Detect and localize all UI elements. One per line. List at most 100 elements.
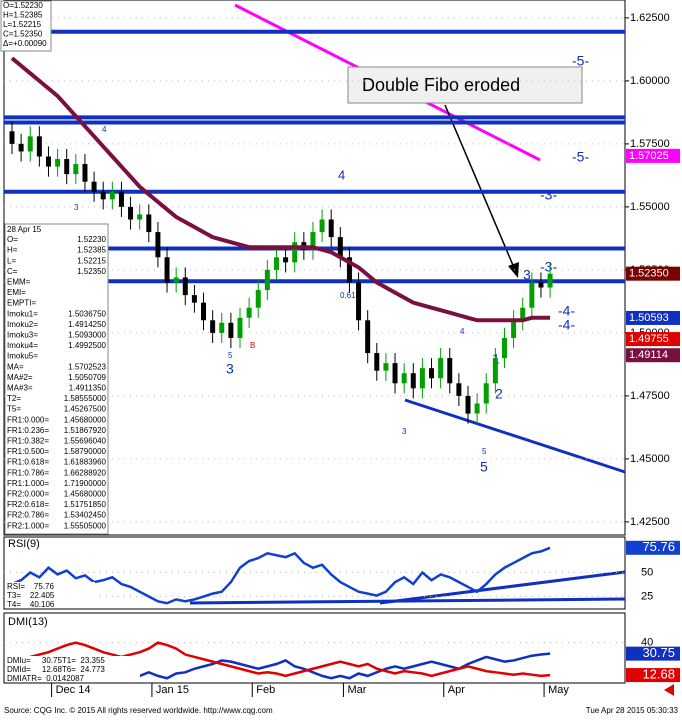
candle-body <box>228 322 234 338</box>
candle-body <box>328 219 334 238</box>
value-label: 75.76 <box>642 539 675 554</box>
candle-body <box>410 373 416 389</box>
panel-title: RSI(9) <box>8 538 40 550</box>
annotation: -5- <box>572 53 589 69</box>
candle-body <box>109 191 115 200</box>
data-window-label: Imoku2= <box>7 320 38 329</box>
wave-label: 4 <box>102 125 107 134</box>
candle-body <box>255 290 261 308</box>
candle-body <box>118 191 124 207</box>
data-window-label: FR2:0.000= <box>7 490 49 499</box>
data-window-label: FR2:0.618= <box>7 500 49 509</box>
candle-body <box>191 295 197 303</box>
arrow <box>444 104 516 271</box>
candle-body <box>210 320 216 333</box>
candle-body <box>137 214 143 220</box>
data-window-label: EMPTI= <box>7 299 36 308</box>
y-tick-label: 1.45000 <box>630 453 670 465</box>
candle-body <box>164 257 170 283</box>
annotation: -4- <box>558 303 575 319</box>
data-window-label: FR1:1.000= <box>7 479 49 488</box>
wave-label: 4 <box>338 167 345 182</box>
value-label: 30.75 <box>642 645 675 660</box>
data-window-value: 1.52215 <box>77 256 106 265</box>
annotation: -3- <box>540 259 557 275</box>
candle-body <box>456 383 462 396</box>
candle-body <box>27 136 33 152</box>
wave-label: 5 <box>228 351 233 360</box>
candle-body <box>182 277 188 296</box>
x-tick-label: May <box>548 684 569 696</box>
data-window-value: 1.71900000 <box>64 479 107 488</box>
data-window <box>4 223 109 535</box>
data-window-label: Imoku5= <box>7 352 38 361</box>
candle-body <box>55 159 61 167</box>
data-window-label: FR1:0.236= <box>7 426 49 435</box>
data-window-title: 28 Apr 15 <box>7 225 42 234</box>
data-window-value: 1.4992500 <box>68 341 106 350</box>
wave-label: 0.618 <box>340 291 361 300</box>
candle-body <box>91 181 97 192</box>
data-window-value: 1.58790000 <box>64 447 107 456</box>
arrow-head <box>508 262 519 278</box>
candle-body <box>173 277 179 283</box>
data-window-value: 1.53402450 <box>64 511 107 520</box>
trend-line <box>404 398 626 474</box>
quote-text: H=1.52385 <box>3 11 43 20</box>
data-window-label: MA#2= <box>7 373 33 382</box>
quote-box <box>0 0 52 52</box>
data-window-value: 1.45680000 <box>64 415 107 424</box>
y-tick-label: 1.60000 <box>630 75 670 87</box>
data-window-value: 1.5050709 <box>68 373 106 382</box>
data-window-label: FR2:1.000= <box>7 521 49 530</box>
data-window-label: FR1:0.500= <box>7 447 49 456</box>
price-label: 1.52350 <box>629 268 669 280</box>
candle-body <box>82 164 88 182</box>
candle-body <box>146 214 152 233</box>
candle-body <box>45 156 51 167</box>
data-window-label: T2= <box>7 394 21 403</box>
data-window-label: H= <box>7 246 18 255</box>
trend-line <box>379 570 626 605</box>
y-tick-label: 25 <box>641 590 653 602</box>
candle-body <box>401 373 407 384</box>
data-window-value: 1.55505000 <box>64 521 107 530</box>
callout: Double Fibo eroded <box>362 75 520 95</box>
data-window-value: 1.5036750 <box>68 309 106 318</box>
candle-body <box>429 368 435 379</box>
wave-label: 3 <box>523 267 531 283</box>
rsi-frame <box>3 536 626 610</box>
legend-text: RSI= 75.76 <box>7 582 54 591</box>
legend-text: T3= 22.405 <box>7 591 55 600</box>
y-tick-label: 50 <box>641 566 653 578</box>
candle-body <box>383 363 389 371</box>
data-window-value: 1.52385 <box>77 246 106 255</box>
legend-text: T4= 40.106 <box>7 600 55 609</box>
candle-body <box>492 358 498 384</box>
price-label-box <box>626 266 680 281</box>
candle-body <box>237 317 243 338</box>
legend-box <box>5 582 95 608</box>
x-tick-label: Mar <box>347 684 366 696</box>
data-window-value: 1.51751850 <box>64 500 107 509</box>
data-window-value: 1.51867920 <box>64 426 107 435</box>
wave-label: 5 <box>482 447 487 456</box>
data-window-value: 1.55696040 <box>64 437 107 446</box>
price-label: 1.50593 <box>629 312 669 324</box>
dmi-frame <box>3 612 626 684</box>
candle-body <box>346 257 352 283</box>
y-tick-label: 40 <box>641 637 653 649</box>
data-window-label: MA#3= <box>7 384 33 393</box>
candle-body <box>520 307 526 321</box>
candle-body <box>219 322 225 333</box>
indicator-line <box>11 546 551 605</box>
candle-body <box>365 320 371 354</box>
price-label-box <box>626 348 680 363</box>
candle-body <box>319 219 325 233</box>
quote-text: Δ=+0.00090 <box>3 39 47 48</box>
candle-body <box>529 282 535 308</box>
scroll-arrow[interactable] <box>664 684 674 696</box>
price-label-box <box>626 148 680 163</box>
data-window-label: T5= <box>7 405 21 414</box>
data-window-label: MA= <box>7 362 24 371</box>
